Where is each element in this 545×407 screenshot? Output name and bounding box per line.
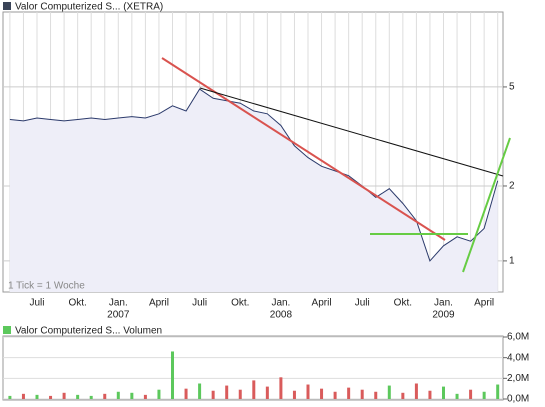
y-tick-label: 2 bbox=[509, 181, 515, 192]
volume-bar bbox=[35, 394, 39, 399]
y-tick-label: 4,0M bbox=[507, 352, 529, 363]
volume-bar bbox=[49, 395, 53, 399]
volume-bar bbox=[198, 383, 202, 399]
volume-bar bbox=[469, 389, 473, 399]
volume-bar bbox=[401, 392, 405, 399]
x-year-label: 2007 bbox=[107, 310, 130, 321]
x-tick-label: Jan. bbox=[109, 298, 128, 309]
trend-lines bbox=[161, 57, 511, 273]
y-tick-label: 1 bbox=[509, 256, 515, 267]
volume-bar bbox=[143, 394, 147, 399]
volume-bar bbox=[252, 380, 256, 399]
plot bbox=[8, 88, 500, 399]
volume-bar bbox=[238, 389, 242, 399]
volume-bar bbox=[130, 392, 134, 399]
trend-line bbox=[462, 137, 511, 273]
x-tick-label: Okt. bbox=[231, 298, 249, 309]
y-tick-label: 2,0M bbox=[507, 373, 529, 384]
volume-bar bbox=[387, 385, 391, 399]
volume-bar bbox=[306, 384, 310, 399]
volume-bar bbox=[171, 351, 174, 399]
volume-bar bbox=[62, 392, 66, 399]
volume-bar bbox=[360, 389, 364, 399]
x-tick-label: Jan. bbox=[271, 298, 290, 309]
volume-bar bbox=[265, 386, 269, 399]
volume-bar bbox=[157, 389, 161, 399]
volume-bar bbox=[279, 377, 283, 399]
x-tick-label: Jan. bbox=[434, 298, 453, 309]
tick-note: 1 Tick = 1 Woche bbox=[8, 281, 85, 292]
x-tick-label: April bbox=[474, 298, 494, 309]
volume-bar bbox=[76, 394, 80, 399]
volume-bar bbox=[211, 390, 215, 399]
x-tick-label: Juli bbox=[29, 298, 44, 309]
area-fill bbox=[9, 89, 498, 292]
y-tick-label: 5 bbox=[509, 82, 515, 93]
volume-bar bbox=[347, 387, 351, 399]
volume-bar bbox=[21, 393, 25, 399]
volume-bar bbox=[292, 390, 296, 399]
volume-bar bbox=[103, 393, 107, 399]
volume-bar bbox=[442, 386, 445, 399]
x-tick-label: Juli bbox=[192, 298, 207, 309]
trend-line bbox=[199, 87, 504, 177]
volume-bar bbox=[414, 383, 418, 399]
trend-line bbox=[161, 57, 446, 241]
volume-bar bbox=[428, 390, 432, 399]
volume-bar bbox=[496, 384, 500, 399]
volume-bar bbox=[184, 388, 188, 399]
volume-bar bbox=[333, 391, 337, 399]
volume-bar bbox=[89, 395, 93, 399]
volume-bar bbox=[374, 391, 378, 399]
price-title: Valor Computerized S... (XETRA) bbox=[15, 2, 163, 13]
x-year-label: 2008 bbox=[270, 310, 293, 321]
legend-swatch bbox=[3, 326, 11, 334]
volume-bar bbox=[225, 385, 229, 399]
x-year-label: 2009 bbox=[432, 310, 455, 321]
y-tick-label: 6,0M bbox=[507, 332, 529, 343]
volume-bar bbox=[8, 395, 12, 399]
volume-bar bbox=[116, 391, 120, 399]
y-tick-label: 0,0M bbox=[507, 394, 529, 405]
x-tick-label: Juli bbox=[355, 298, 370, 309]
volume-bar bbox=[482, 391, 486, 399]
volume-bar bbox=[455, 393, 459, 399]
volume-title: Valor Computerized S... Volumen bbox=[15, 326, 162, 337]
x-tick-label: April bbox=[312, 298, 332, 309]
legend-swatch bbox=[3, 2, 11, 10]
x-tick-label: Okt. bbox=[394, 298, 412, 309]
volume-bar bbox=[320, 388, 324, 399]
x-tick-label: Okt. bbox=[68, 298, 86, 309]
x-tick-label: April bbox=[149, 298, 169, 309]
